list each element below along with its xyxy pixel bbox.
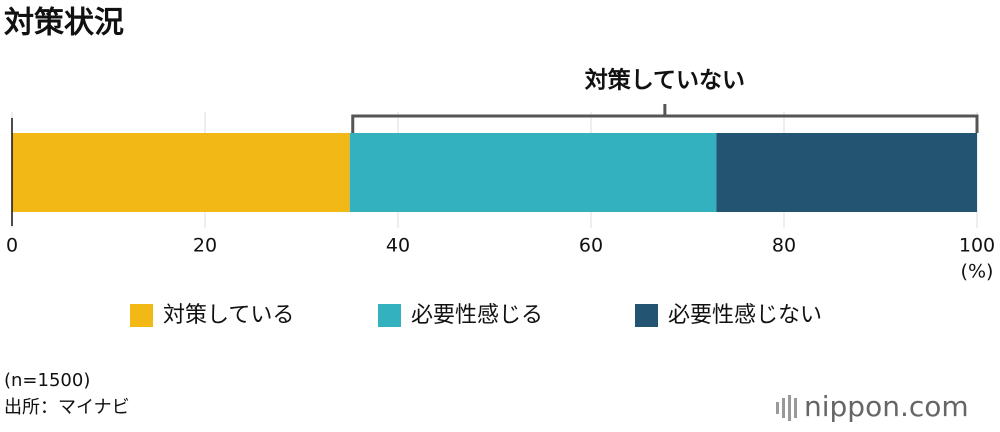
- x-tick-label: 40: [386, 235, 410, 257]
- note: (n=1500): [4, 370, 90, 391]
- legend-swatch: [378, 304, 401, 327]
- x-tick-label: 60: [579, 235, 603, 257]
- logo-icon: [776, 395, 797, 421]
- x-tick-label: 80: [772, 235, 796, 257]
- logo: nippon.com: [804, 390, 969, 423]
- x-tick-label: 100: [959, 235, 995, 257]
- x-tick-label: 20: [193, 235, 217, 257]
- bar-segment: [716, 133, 977, 212]
- legend-label: 対策している: [163, 303, 294, 328]
- annotation: 対策していない: [585, 67, 745, 94]
- x-unit: (%): [961, 261, 994, 283]
- source: 出所：マイナビ: [4, 397, 130, 418]
- legend-swatch: [635, 304, 658, 327]
- legend-swatch: [130, 304, 153, 327]
- bracket: [351, 104, 979, 133]
- bar-segment: [12, 133, 350, 212]
- chart-title: 対策状況: [4, 6, 124, 41]
- bar-segment: [349, 133, 717, 212]
- x-tick-label: 0: [6, 235, 18, 257]
- legend-label: 必要性感じる: [411, 303, 543, 328]
- legend-label: 必要性感じない: [668, 303, 822, 328]
